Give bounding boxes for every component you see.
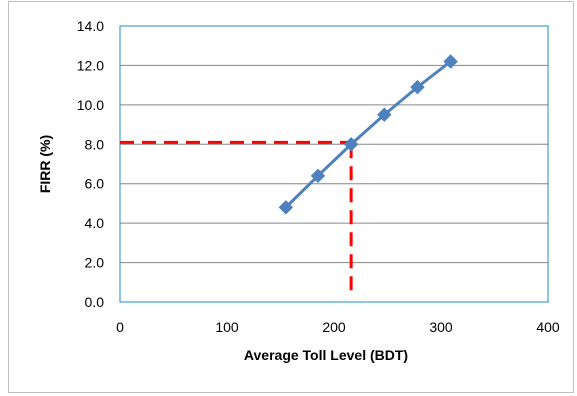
y-tick-label: 0.0 bbox=[85, 294, 105, 310]
data-point-marker bbox=[377, 107, 392, 122]
y-tick-label: 12.0 bbox=[77, 57, 104, 73]
data-point-marker bbox=[410, 79, 425, 95]
gridlines bbox=[120, 64, 548, 264]
x-tick-label: 400 bbox=[536, 319, 560, 335]
y-tick-label: 4.0 bbox=[85, 215, 105, 231]
x-tick-label: 200 bbox=[322, 319, 346, 335]
y-tick-label: 14.0 bbox=[77, 18, 104, 34]
data-point-marker bbox=[310, 168, 326, 184]
y-tick-label: 8.0 bbox=[85, 136, 105, 152]
y-axis-tick-labels: 0.0 2.0 4.0 6.0 8.0 10.0 12.0 14.0 bbox=[77, 18, 104, 310]
reference-lines bbox=[120, 140, 353, 293]
x-tick-label: 0 bbox=[116, 319, 124, 335]
chart-frame bbox=[8, 1, 574, 393]
plot-area bbox=[119, 25, 549, 303]
data-point-marker bbox=[443, 54, 458, 69]
x-tick-label: 100 bbox=[215, 319, 239, 335]
x-axis-title: Average Toll Level (BDT) bbox=[244, 347, 408, 363]
x-tick-label: 300 bbox=[429, 319, 453, 335]
y-axis-title: FIRR (%) bbox=[37, 135, 53, 193]
data-point-marker bbox=[343, 137, 359, 152]
series-line bbox=[284, 60, 452, 209]
x-axis-tick-labels: 0 100 200 300 400 bbox=[116, 319, 560, 335]
y-tick-label: 6.0 bbox=[85, 176, 105, 192]
series-layer bbox=[278, 54, 458, 215]
y-tick-label: 10.0 bbox=[77, 97, 104, 113]
y-tick-label: 2.0 bbox=[85, 255, 105, 271]
data-point-marker bbox=[278, 200, 294, 215]
